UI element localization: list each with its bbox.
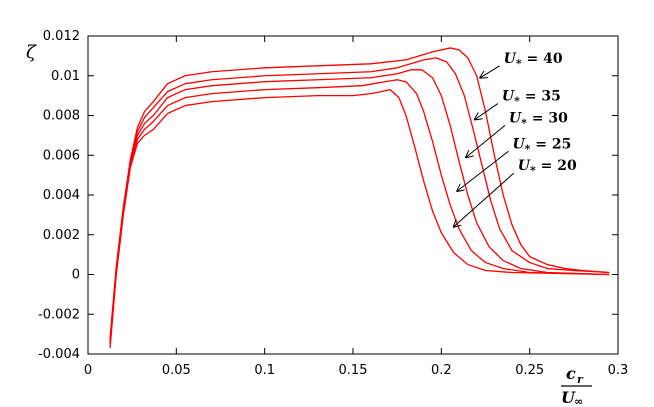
x-axis-label-denominator-sub: ∞ [574, 395, 583, 407]
annotations: U* = 40 U* = 35 U* = 30 U* = 25 U* = 20 [454, 51, 577, 227]
y-tick-label: 0.004 [43, 188, 80, 203]
annotation-arrow [466, 125, 506, 157]
annotation-label: U* = 40 [504, 51, 563, 70]
x-tick-label: 0.25 [515, 363, 544, 378]
annotation-arrow [457, 150, 509, 191]
y-axis-label: ζ [26, 42, 37, 63]
x-tick-label: 0.2 [431, 363, 452, 378]
y-tick-label: 0.006 [43, 148, 80, 163]
x-axis-label-denominator: U [561, 388, 576, 407]
axis-ticks: 0 0.05 0.1 0.15 0.2 0.25 0.3 -0.004 -0.002 0 0.002… [38, 29, 628, 378]
x-axis-label: c r U ∞ [561, 364, 592, 407]
annotation-arrow [480, 65, 500, 78]
annotation-label: U* = 35 [502, 89, 561, 108]
series-line-3 [109, 79, 610, 345]
series-lines [109, 47, 610, 349]
y-tick-label: 0.012 [43, 29, 80, 44]
x-tick-label: 0.3 [608, 363, 629, 378]
x-tick-label: 0.15 [339, 363, 368, 378]
y-tick-label: 0.002 [43, 228, 80, 243]
annotation-arrow [454, 172, 515, 227]
y-tick-label: 0.01 [51, 69, 80, 84]
y-tick-label: -0.002 [38, 307, 80, 322]
series-line-1 [109, 57, 610, 341]
x-axis-label-numerator-sub: r [577, 373, 584, 386]
x-tick-label: 0.1 [254, 363, 275, 378]
x-tick-label: 0 [84, 363, 92, 378]
series-line-2 [109, 69, 610, 343]
y-tick-label: 0 [72, 268, 80, 283]
annotation-arrow [475, 103, 499, 120]
series-line-0 [109, 47, 610, 339]
y-tick-label: 0.008 [43, 109, 80, 124]
y-tick-label: -0.004 [38, 347, 80, 362]
annotation-label: U* = 25 [512, 136, 571, 155]
x-tick-label: 0.05 [162, 363, 191, 378]
annotation-label: U* = 30 [509, 110, 568, 129]
x-axis-label-numerator: c [566, 364, 576, 383]
annotation-label: U* = 20 [518, 158, 577, 177]
series-line-4 [109, 89, 610, 349]
